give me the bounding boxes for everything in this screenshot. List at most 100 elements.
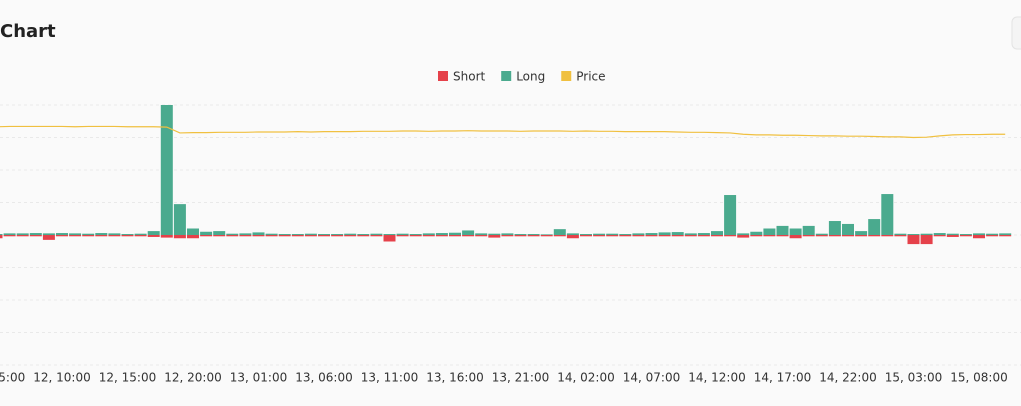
bar [671,235,684,237]
legend-swatch [561,71,572,81]
bar [462,230,475,235]
bar [514,235,527,237]
bar [868,235,881,237]
bar [920,235,933,245]
bar [750,231,763,235]
bar [134,235,147,237]
x-tick-label: 15, 08:00 [950,371,1007,385]
bar [16,233,29,235]
bar [344,233,357,235]
bar [239,233,252,235]
bar [973,235,985,239]
bar [776,225,789,235]
bar [160,235,173,238]
bar [422,235,435,237]
bar [422,233,435,235]
bar [632,235,645,237]
bar [160,105,173,235]
bar [213,235,226,237]
bar [907,235,920,245]
bar [200,235,213,237]
x-tick-label: 12, 20:00 [164,371,221,385]
bar [370,235,383,237]
bar [187,228,199,235]
bar [671,232,684,235]
bar [29,235,42,237]
x-tick-label: 14, 02:00 [557,371,614,385]
bar [187,235,199,239]
bar [82,233,95,235]
bar [711,235,723,237]
bar [580,234,592,235]
bar [95,233,108,235]
bar [226,235,239,237]
bar [108,235,121,237]
bar [815,233,828,235]
price-line [0,125,1006,139]
x-tick-label: 14, 07:00 [623,371,680,385]
bar [606,235,619,237]
bar [357,234,370,235]
bar [711,231,723,235]
bar [56,233,68,235]
bar [108,233,121,235]
bar [737,233,750,235]
x-tick-label: 12, 05:00 [0,371,25,385]
bar [278,235,291,237]
bar [501,235,514,237]
bar [213,231,226,235]
bar [842,235,854,237]
bar [252,232,265,235]
legend-swatch [438,71,448,81]
bar [645,233,658,235]
bar [265,235,278,237]
bar [95,235,108,237]
bar [907,234,920,235]
bar [147,231,160,235]
bar [619,234,632,235]
x-tick-label: 12, 10:00 [33,371,90,385]
bar [959,235,972,237]
bar [763,228,776,235]
bar [593,233,606,235]
bar [0,234,3,235]
bar [959,234,972,235]
bar [42,235,55,240]
bar [0,235,3,239]
bar [409,234,422,235]
bar [121,235,134,237]
bar [855,235,868,237]
bar [304,235,317,237]
bar [42,233,55,235]
x-tick-label: 13, 16:00 [426,371,483,385]
bar [331,235,344,237]
bar [750,235,763,237]
bar [488,233,501,235]
bar [566,233,579,235]
bar [278,234,291,235]
bar [3,235,16,237]
bar [69,233,82,235]
toolbar-button[interactable] [1011,16,1021,50]
bar [265,233,278,235]
bar [69,235,82,237]
bar [449,235,461,237]
x-tick-label: 14, 12:00 [688,371,745,385]
bar [82,235,95,237]
bar [737,235,750,238]
bar [16,235,29,237]
bar [828,235,841,237]
bar [946,233,959,235]
bar [789,235,802,239]
bar [357,235,370,237]
bar [999,235,1012,237]
bar [396,233,409,235]
bar [435,233,448,235]
bar [933,233,946,235]
bar [606,233,619,235]
bar [999,233,1012,235]
chart-title: Chart [0,21,56,42]
bar [763,235,776,237]
bar [173,204,186,235]
